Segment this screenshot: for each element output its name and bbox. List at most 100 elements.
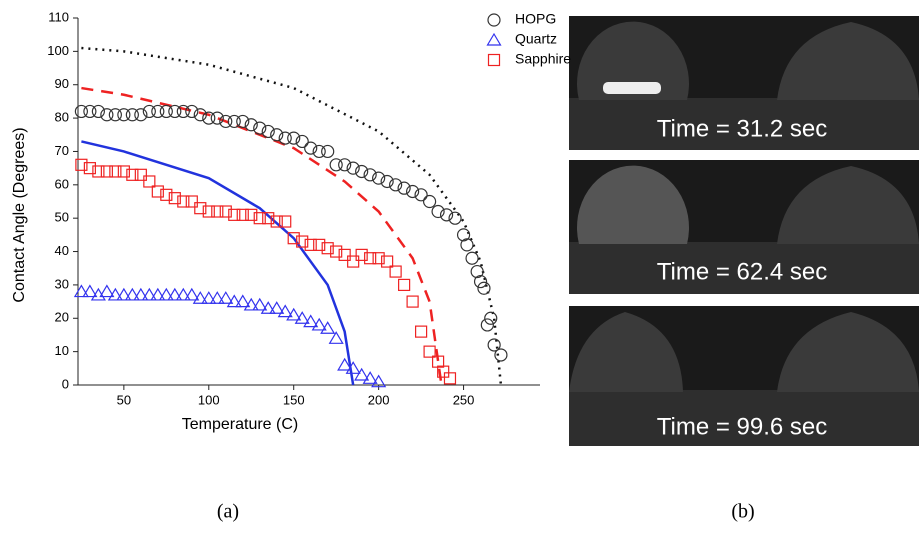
data-point — [477, 281, 491, 295]
data-point — [168, 104, 182, 119]
data-point — [167, 287, 183, 301]
data-point — [201, 291, 217, 304]
data-point — [321, 144, 335, 159]
data-point — [100, 165, 113, 178]
data-point — [313, 238, 326, 251]
data-point — [448, 211, 462, 225]
x-tick-label: 250 — [453, 392, 475, 407]
data-point — [100, 108, 114, 122]
data-point — [321, 242, 334, 255]
data-point — [117, 165, 130, 178]
data-point — [228, 208, 241, 221]
data-point — [338, 248, 351, 261]
y-tick-label: 10 — [55, 343, 69, 358]
data-point — [176, 104, 190, 119]
time-label: Time = 31.2 sec — [657, 115, 828, 142]
data-point — [372, 252, 385, 265]
data-point — [261, 124, 275, 139]
data-point — [125, 108, 139, 122]
y-tick-label: 60 — [55, 176, 69, 191]
data-point — [330, 245, 343, 258]
legend-marker — [487, 13, 501, 27]
data-point — [389, 178, 403, 192]
data-point — [124, 287, 140, 301]
data-point — [185, 104, 199, 119]
y-tick-label: 100 — [47, 43, 69, 58]
data-point — [226, 294, 242, 308]
data-point — [295, 134, 309, 149]
data-point — [329, 158, 343, 172]
data-point — [473, 274, 488, 289]
y-tick-label: 0 — [62, 376, 69, 391]
y-tick-label: 30 — [55, 276, 69, 291]
data-point — [252, 297, 268, 311]
data-point — [236, 208, 249, 221]
y-axis-label: Contact Angle (Degrees) — [11, 127, 28, 302]
y-tick-label: 80 — [55, 110, 69, 125]
data-point — [347, 255, 360, 268]
data-point — [202, 111, 216, 125]
data-point — [346, 161, 360, 175]
data-point — [269, 301, 285, 314]
data-point — [487, 338, 501, 352]
data-point — [185, 195, 198, 208]
data-point — [296, 235, 309, 248]
data-point — [260, 301, 276, 314]
data-point — [355, 164, 369, 179]
data-point — [160, 188, 173, 201]
x-tick-label: 200 — [368, 392, 390, 407]
x-tick-label: 150 — [283, 392, 305, 407]
data-point — [397, 181, 411, 195]
data-point — [270, 215, 283, 228]
data-point — [338, 158, 352, 172]
legend-marker — [487, 53, 501, 67]
photo-panel: Time = 31.2 sec Time = 62.4 sec Time = 9… — [569, 16, 919, 446]
data-point — [218, 291, 234, 304]
y-tick-label: 20 — [55, 310, 69, 325]
data-point — [380, 174, 394, 189]
data-point — [151, 104, 165, 119]
data-point — [415, 325, 428, 338]
data-point — [422, 194, 437, 209]
data-point — [287, 232, 300, 245]
legend-label: Sapphire — [515, 51, 571, 67]
data-point — [320, 321, 336, 334]
x-tick-label: 50 — [117, 392, 131, 407]
x-axis-label: Temperature (C) — [182, 416, 298, 433]
data-point — [287, 131, 301, 145]
data-point — [243, 297, 259, 311]
data-point — [337, 357, 353, 371]
data-point — [437, 365, 450, 378]
data-point — [345, 361, 361, 374]
data-point — [245, 208, 258, 221]
data-point — [480, 318, 494, 332]
data-point — [443, 372, 457, 385]
data-point — [470, 264, 484, 279]
y-tick-label: 40 — [55, 243, 69, 258]
data-point — [328, 331, 344, 344]
data-point — [278, 131, 292, 145]
data-point — [177, 195, 190, 208]
data-point — [311, 317, 327, 331]
data-point — [192, 291, 208, 304]
data-point — [439, 208, 454, 222]
data-point — [133, 287, 149, 301]
data-point — [398, 278, 411, 292]
data-point — [460, 238, 474, 252]
data-point — [82, 284, 98, 298]
data-point — [286, 307, 302, 321]
data-point — [202, 205, 215, 218]
y-tick-label: 70 — [55, 143, 69, 158]
data-point — [151, 185, 164, 198]
data-point — [304, 141, 318, 155]
fit-curve — [81, 86, 443, 386]
data-point — [381, 255, 394, 268]
fit-curve — [81, 46, 503, 386]
data-point — [83, 162, 96, 175]
data-point — [158, 287, 174, 301]
data-point — [168, 192, 181, 205]
fit-curve — [81, 140, 355, 386]
data-point — [372, 171, 386, 185]
data-point — [75, 158, 88, 171]
data-point — [91, 104, 105, 119]
